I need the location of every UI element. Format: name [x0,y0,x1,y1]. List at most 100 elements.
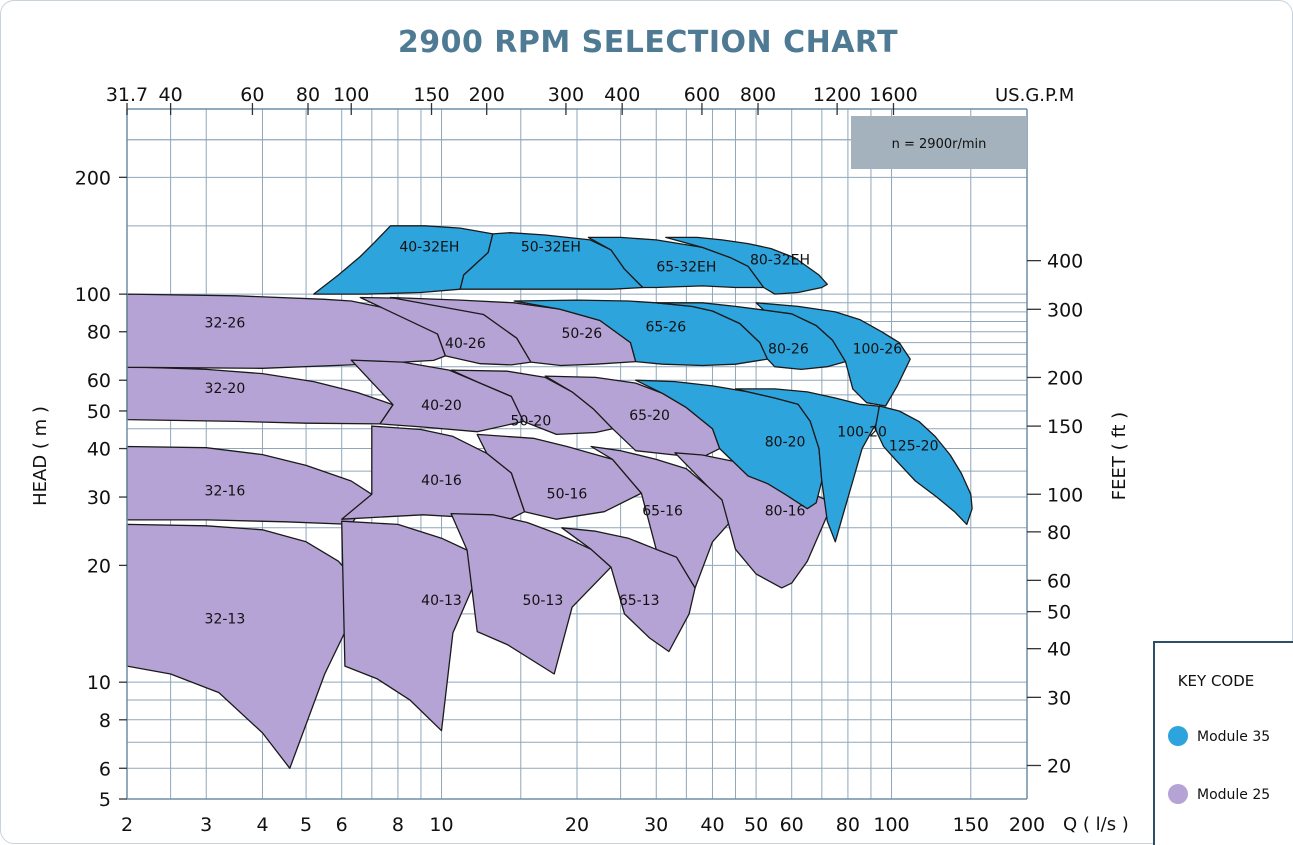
region-label-50-26: 50-26 [561,326,602,342]
region-label-65-26: 65-26 [645,320,686,336]
top-tick-label-400: 400 [604,84,640,106]
region-65-32eh [587,236,765,289]
region-50-32eh [459,232,644,290]
legend: KEY CODE Module 35 Module 25 [1153,641,1293,845]
top-tick-label-800: 800 [740,84,776,106]
region-label-80-16: 80-16 [765,504,806,520]
x-tick-label-60: 60 [780,814,804,836]
region-40-32eh [313,225,494,295]
right-tick-label-80: 80 [1047,522,1071,544]
legend-swatch-module-35 [1168,726,1188,746]
region-label-50-16: 50-16 [547,486,588,502]
region-32-20 [126,366,394,425]
region-label-32-20: 32-20 [205,381,246,397]
right-tick-label-50: 50 [1047,602,1071,624]
legend-label-module-35: Module 35 [1197,729,1270,745]
y-tick-label-6: 6 [99,758,111,780]
y-tick-label-5: 5 [99,789,111,811]
region-label-65-32eh: 65-32EH [656,260,716,276]
region-50-16 [476,433,643,520]
x-tick-label-200: 200 [1009,814,1045,836]
top-tick-label-200: 200 [469,84,505,106]
region-label-80-20: 80-20 [765,434,806,450]
region-65-16 [590,445,737,589]
region-label-32-13: 32-13 [205,612,246,628]
top-tick-label-31-7: 31.7 [106,84,148,106]
top-tick-label-80: 80 [296,84,320,106]
region-label-125-20: 125-20 [889,439,939,455]
region-label-100-26: 100-26 [853,342,903,358]
top-tick-label-60: 60 [240,84,264,106]
x-tick-label-50: 50 [744,814,768,836]
y-tick-label-30: 30 [87,487,111,509]
legend-title: KEY CODE [1178,672,1255,690]
x-tick-label-40: 40 [700,814,724,836]
legend-label-module-25: Module 25 [1197,787,1270,803]
rpm-note-box: n = 2900r/min [851,116,1027,169]
x-tick-label-20: 20 [565,814,589,836]
y-axis-label-left: HEAD ( m ) [30,406,51,506]
region-65-13 [561,527,696,653]
region-label-50-20: 50-20 [511,413,552,429]
x-tick-label-2: 2 [121,814,133,836]
right-tick-label-20: 20 [1047,756,1071,778]
region-label-40-32eh: 40-32EH [399,239,459,255]
region-label-65-16: 65-16 [642,504,683,520]
y-tick-label-100: 100 [75,284,111,306]
legend-swatch-module-25 [1168,784,1188,804]
region-50-13 [450,512,612,675]
pump-regions [126,225,973,769]
x-tick-label-10: 10 [429,814,453,836]
y-tick-label-40: 40 [87,439,111,461]
region-100-20 [734,388,887,543]
y-tick-label-200: 200 [75,167,111,189]
region-label-40-13: 40-13 [421,593,462,609]
x-tick-label-8: 8 [392,814,404,836]
x-axis-label-bottom: Q ( l/s ) [1063,814,1129,835]
top-tick-label-1200: 1200 [813,84,861,106]
top-tick-label-40: 40 [159,84,183,106]
x-tick-label-6: 6 [336,814,348,836]
region-label-80-26: 80-26 [768,342,809,358]
region-32-13 [126,523,367,769]
y-tick-label-10: 10 [87,672,111,694]
x-tick-label-30: 30 [644,814,668,836]
top-tick-label-300: 300 [548,84,584,106]
right-tick-label-300: 300 [1047,299,1083,321]
right-tick-label-60: 60 [1047,570,1071,592]
right-tick-label-40: 40 [1047,639,1071,661]
rpm-note: n = 2900r/min [892,137,987,152]
region-label-50-13: 50-13 [523,593,564,609]
x-tick-label-3: 3 [200,814,212,836]
region-125-20 [874,405,973,526]
region-80-26 [655,302,847,371]
region-100-26 [755,302,911,407]
x-tick-label-80: 80 [836,814,860,836]
region-65-20 [544,375,721,458]
region-80-32eh [665,236,828,295]
right-tick-label-400: 400 [1047,251,1083,273]
region-50-20 [450,369,614,436]
chart-title: 2900 RPM SELECTION CHART [398,25,898,60]
y-tick-label-60: 60 [87,370,111,392]
y-axis-label-right: FEET ( ft ) [1109,412,1130,500]
axes: 2 3 4 5 6 8 10 20 30 40 50 60 80 100 150 200 31.7 40 60 80 1… [75,84,1084,836]
pump-region-labels: 32-13 32-16 32-20 32-26 40-13 40-16 40-20 40-26… [205,239,939,627]
x-tick-label-5: 5 [300,814,312,836]
top-tick-label-1600: 1600 [869,84,917,106]
region-label-32-26: 32-26 [205,316,246,332]
top-tick-label-100: 100 [333,84,369,106]
region-label-40-20: 40-20 [421,398,462,414]
region-label-65-20: 65-20 [629,408,670,424]
region-label-50-32eh: 50-32EH [521,239,581,255]
y-tick-label-50: 50 [87,401,111,423]
right-tick-label-150: 150 [1047,416,1083,438]
y-tick-label-20: 20 [87,555,111,577]
region-label-32-16: 32-16 [205,484,246,500]
region-40-16 [341,425,526,522]
region-label-100-20: 100-20 [837,425,887,441]
right-tick-label-200: 200 [1047,367,1083,389]
y-tick-label-8: 8 [99,710,111,732]
